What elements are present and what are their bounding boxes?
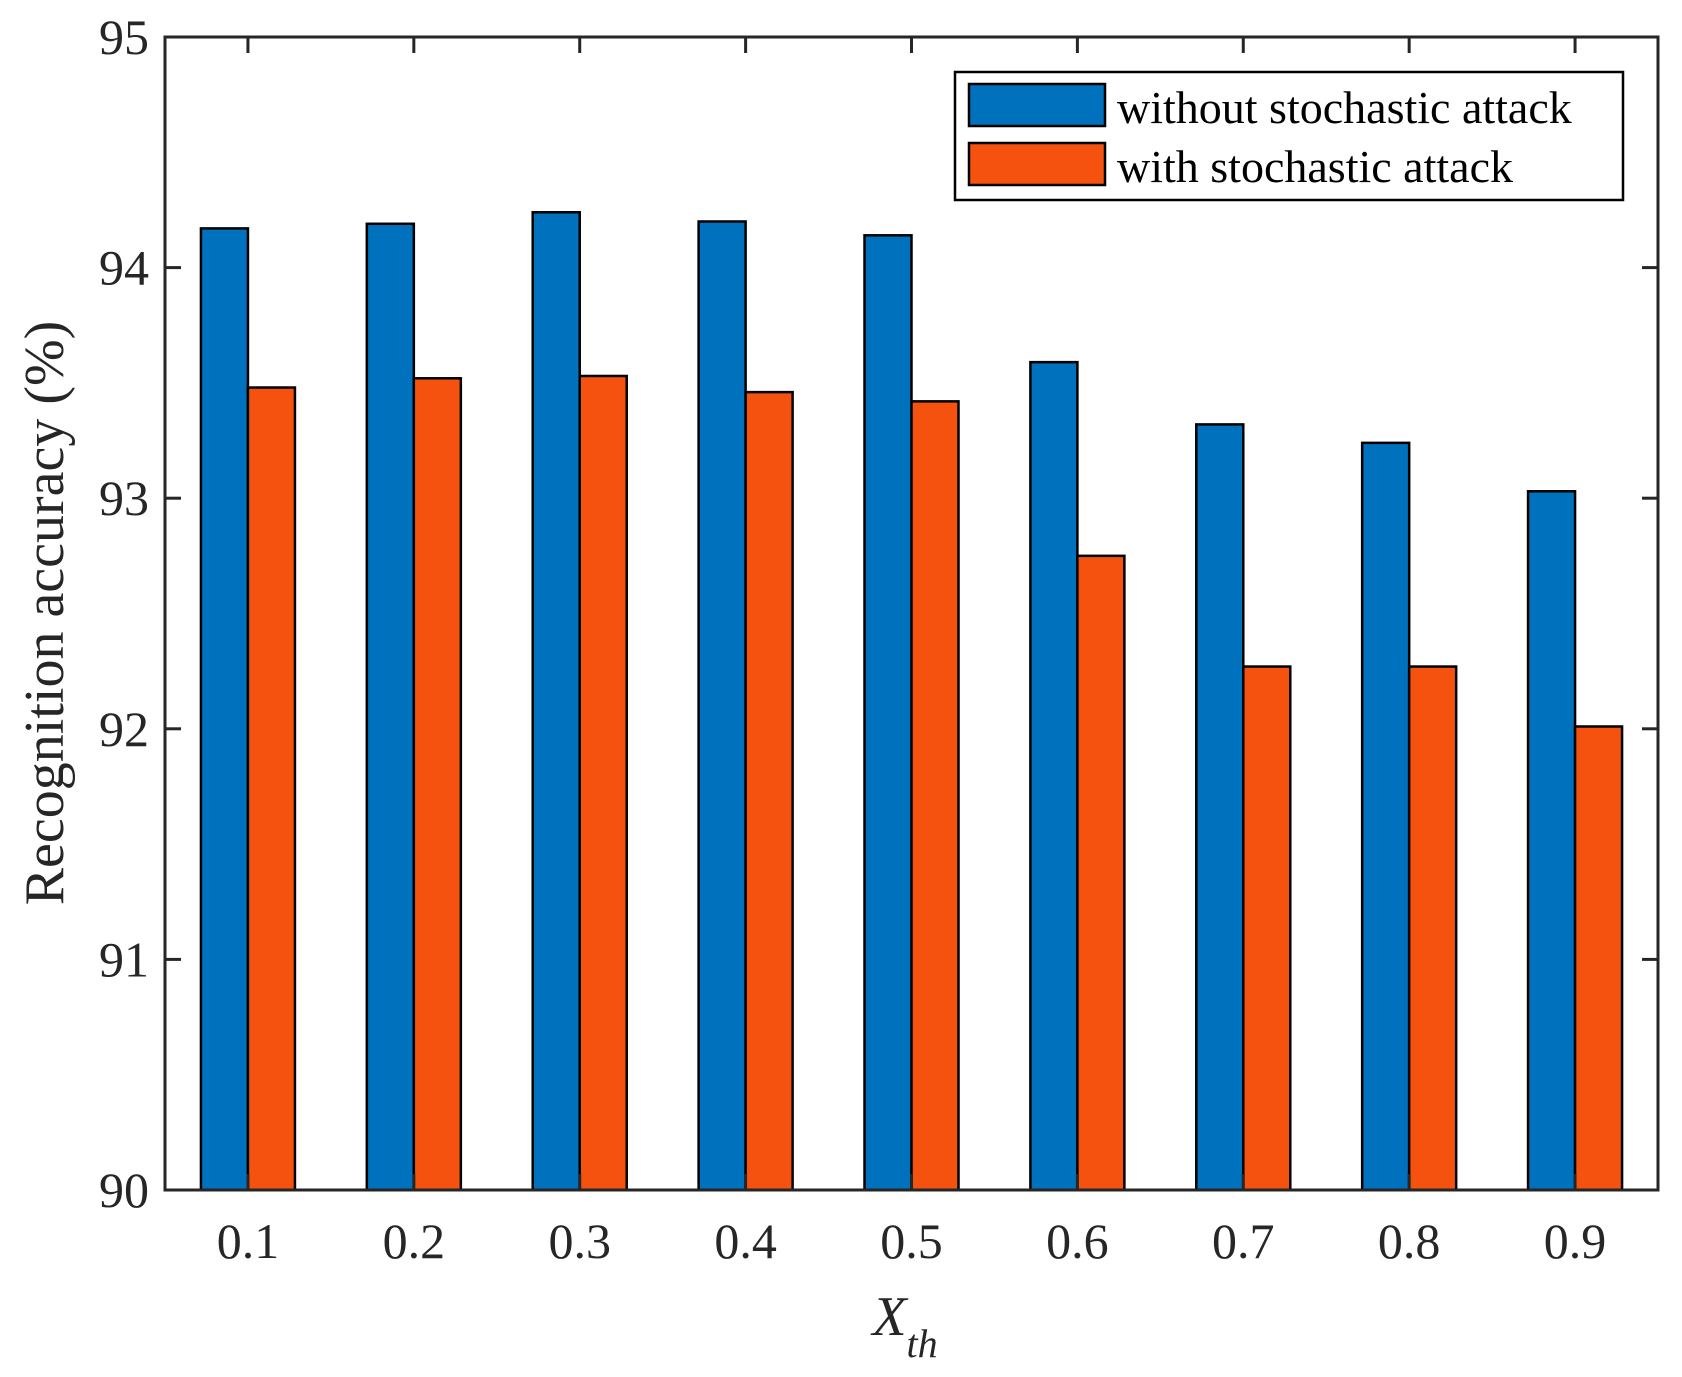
y-tick-label: 93 [99, 470, 149, 526]
bar-without-attack-0.7 [1195, 423, 1245, 1192]
bars-layer [199, 211, 1624, 1192]
bar-without-attack-0.1 [199, 227, 250, 1192]
legend-swatch-without-attack [967, 82, 1107, 128]
x-tick-label: 0.2 [383, 1213, 446, 1269]
bar-without-attack-0.9 [1526, 490, 1577, 1192]
bar-with-attack-0.9 [1573, 725, 1624, 1192]
x-tick-label: 0.9 [1544, 1213, 1607, 1269]
bar-without-attack-0.5 [863, 234, 913, 1192]
y-tick-label: 91 [99, 931, 149, 987]
y-tick-label: 90 [99, 1162, 149, 1218]
x-tick-label: 0.8 [1378, 1213, 1441, 1269]
bar-with-attack-0.3 [578, 374, 628, 1192]
tick-labels-layer: 0.1 0.2 0.3 0.4 0.5 0.6 0.7 0.8 0.9 90 91 92 93 94 95 [99, 9, 1606, 1269]
y-axis-label: Recognition accuracy (%) [14, 321, 76, 906]
legend-swatch-with-attack [967, 141, 1107, 187]
bar-with-attack-0.5 [910, 400, 960, 1192]
x-tick-label: 0.6 [1046, 1213, 1109, 1269]
legend-label-without-attack: without stochastic attack [1117, 82, 1572, 133]
x-tick-label: 0.5 [880, 1213, 943, 1269]
x-axis-label-subscript: th [907, 1321, 938, 1366]
bar-with-attack-0.4 [744, 390, 794, 1192]
plot-frame [163, 35, 1660, 1192]
x-tick-label: 0.7 [1212, 1213, 1275, 1269]
bar-with-attack-0.6 [1076, 554, 1126, 1192]
bar-without-attack-0.8 [1360, 441, 1411, 1192]
bar-without-attack-0.6 [1029, 360, 1079, 1192]
bar-with-attack-0.7 [1242, 665, 1292, 1192]
bar-with-attack-0.8 [1407, 665, 1458, 1192]
legend: without stochastic attack with stochasti… [953, 70, 1625, 202]
bar-without-attack-0.3 [531, 211, 581, 1192]
x-tick-label: 0.3 [548, 1213, 611, 1269]
bar-with-attack-0.2 [412, 377, 463, 1192]
legend-label-with-attack: with stochastic attack [1117, 141, 1513, 192]
x-tick-label: 0.1 [217, 1213, 280, 1269]
x-axis-label-main: X [870, 1286, 909, 1348]
x-tick-label: 0.4 [714, 1213, 777, 1269]
bar-without-attack-0.4 [697, 220, 747, 1192]
bar-with-attack-0.1 [246, 386, 297, 1192]
y-tick-label: 92 [99, 701, 149, 757]
x-axis-label: Xth [870, 1286, 937, 1366]
y-tick-label: 94 [99, 240, 149, 296]
y-tick-label: 95 [99, 9, 149, 65]
bar-without-attack-0.2 [365, 222, 416, 1192]
